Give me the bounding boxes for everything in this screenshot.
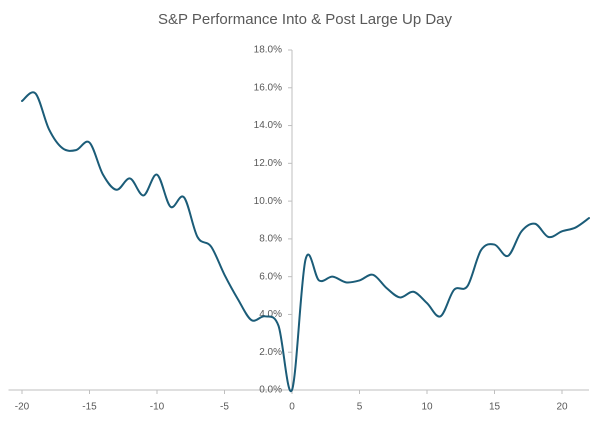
y-tick-label: 2.0%: [259, 347, 282, 358]
x-tick-label: 10: [421, 402, 433, 413]
y-tick-label: 16.0%: [254, 82, 282, 93]
x-tick-label: 20: [556, 402, 568, 413]
chart-title: S&P Performance Into & Post Large Up Day: [158, 11, 453, 28]
y-tick-label: 10.0%: [254, 196, 282, 207]
y-tick-label: 14.0%: [254, 120, 282, 131]
y-tick-label: 8.0%: [259, 234, 282, 245]
y-tick-label: 4.0%: [259, 309, 282, 320]
y-tick-label: 18.0%: [254, 45, 282, 56]
x-tick-label: -20: [15, 402, 30, 413]
y-tick-label: 0.0%: [259, 385, 282, 396]
line-series: [21, 91, 590, 393]
x-tick-label: 15: [489, 402, 501, 413]
y-tick-label: 12.0%: [254, 158, 282, 169]
x-tick-label: -15: [82, 402, 97, 413]
y-tick-label: 6.0%: [259, 271, 282, 282]
x-tick-label: 0: [289, 402, 295, 413]
x-tick-label: 5: [357, 402, 363, 413]
x-tick-label: -5: [220, 402, 229, 413]
x-tick-label: -10: [150, 402, 165, 413]
